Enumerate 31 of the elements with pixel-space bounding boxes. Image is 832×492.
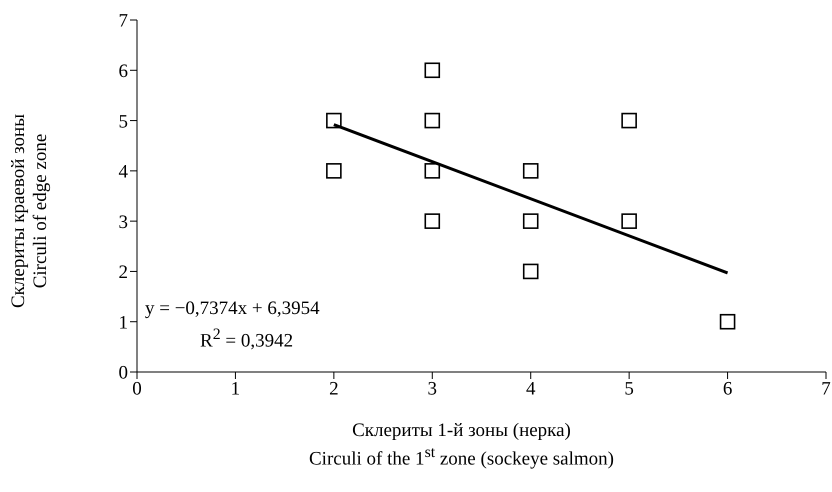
x-tick-label: 4 [526, 378, 536, 400]
annotation: y = −0,7374x + 6,3954 [145, 298, 320, 320]
y-tick-label: 6 [118, 61, 128, 82]
x-tick-label: 6 [722, 378, 732, 400]
y-tick-label: 3 [118, 212, 128, 233]
x-tick-label: 2 [329, 378, 339, 400]
point [326, 163, 342, 179]
x-axis-title: Склериты 1-й зоны (нерка) Circuli of the 1$^{st}$ zone (sockeye salmon) [308, 420, 615, 470]
y-tick-label: 0 [118, 362, 128, 384]
x-tick-label: 0 [132, 378, 142, 400]
y-tick-label: 7 [118, 10, 128, 32]
point [621, 213, 637, 229]
annotation: R$^{2}$ = 0,3942 [200, 326, 294, 352]
y-axis-title: Склериты краевой зоны Circuli of edge zone [8, 113, 52, 310]
x-tick-label: 5 [624, 378, 634, 400]
x-tick-label: 1 [230, 378, 240, 400]
point [522, 264, 539, 280]
point [522, 163, 539, 179]
y-tick-label: 1 [118, 312, 128, 334]
point [522, 213, 539, 229]
point [720, 314, 736, 330]
point [424, 62, 440, 78]
x-tick-label: 3 [428, 378, 438, 400]
point [424, 163, 440, 179]
point [424, 213, 440, 229]
x-tick-label: 7 [821, 378, 831, 400]
point [621, 112, 637, 128]
y-tick-label: 5 [118, 111, 128, 132]
point [424, 112, 440, 128]
y-tick-label: 2 [118, 262, 128, 284]
y-tick-label: 4 [118, 162, 128, 183]
